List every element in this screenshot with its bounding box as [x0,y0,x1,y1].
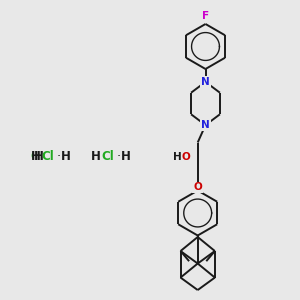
Text: H: H [121,150,131,163]
Text: ·: · [57,150,61,163]
Text: F: F [202,11,209,21]
Text: H: H [34,150,44,163]
Text: H: H [173,152,182,162]
Text: Cl: Cl [31,150,44,163]
Text: H: H [61,150,71,163]
Text: N: N [201,77,210,87]
Text: H: H [31,150,41,163]
Text: ·: · [117,150,121,163]
Text: O: O [182,152,190,162]
Text: Cl: Cl [102,150,114,163]
Text: Cl: Cl [42,150,54,163]
Text: H: H [91,150,101,163]
Text: O: O [193,182,202,193]
Text: N: N [201,120,210,130]
